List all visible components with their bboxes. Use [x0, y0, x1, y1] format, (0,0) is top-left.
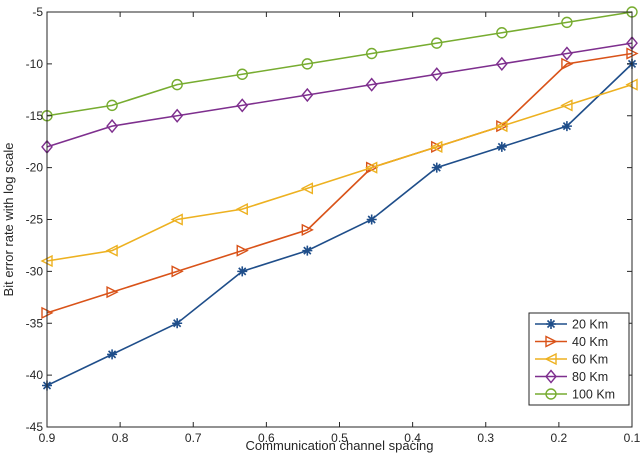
data-point: [171, 78, 183, 91]
data-point: [495, 119, 508, 133]
data-point: [106, 285, 119, 299]
data-point: [496, 27, 508, 39]
legend-item: 20 Km: [535, 318, 608, 332]
data-point: [431, 37, 443, 49]
series-line: [46, 52, 633, 314]
y-tick-label: -40: [26, 368, 44, 382]
legend-marker: [545, 388, 557, 400]
legend-marker: [544, 352, 557, 366]
legend-item: 80 Km: [535, 369, 608, 384]
y-tick-label: -30: [26, 264, 44, 278]
series-line: [46, 83, 633, 262]
x-axis-label: Communication channel spacing: [246, 438, 434, 453]
data-point: [366, 214, 377, 225]
legend-label: 100 Km: [572, 388, 615, 402]
data-point: [365, 47, 378, 60]
data-point: [106, 119, 118, 134]
x-tick-label: 0.5: [331, 431, 348, 445]
legend-label: 40 Km: [572, 335, 608, 349]
y-tick-label: -35: [26, 316, 44, 330]
series-line: [46, 11, 633, 117]
series-60-km: [40, 78, 638, 268]
series-line: [46, 63, 633, 387]
data-point: [301, 223, 314, 237]
x-tick-label: 0.3: [477, 431, 494, 445]
data-point: [105, 244, 118, 257]
x-tick-label: 0.4: [404, 431, 421, 445]
data-point: [236, 98, 249, 113]
data-point: [300, 182, 314, 195]
x-tick-label: 0.6: [258, 431, 275, 445]
y-tick-label: -10: [26, 57, 44, 71]
data-point: [236, 244, 249, 257]
y-tick-label: -20: [26, 161, 44, 175]
x-tick-label: 0.7: [185, 431, 202, 445]
data-point: [301, 87, 314, 103]
data-point: [236, 68, 248, 80]
legend-label: 80 Km: [572, 370, 608, 384]
data-point: [560, 99, 573, 112]
legend-item: 100 Km: [535, 388, 615, 402]
data-point: [431, 162, 442, 173]
data-point: [235, 202, 248, 216]
axis-ticks: 0.9 0.8 0.7 0.6 0.5 0.4 0.3 0.2 0.1 -45 -40 -35 -30 -…: [26, 5, 640, 445]
series-100-km: [41, 6, 638, 122]
legend-marker: [545, 335, 558, 348]
data-point: [106, 99, 118, 112]
legend-label: 20 Km: [572, 318, 608, 332]
series-40-km: [41, 47, 639, 320]
legend-label: 60 Km: [572, 353, 608, 367]
data-point: [302, 245, 313, 256]
series-line: [46, 42, 633, 148]
legend-item: 60 Km: [535, 353, 608, 367]
legend-marker: [545, 369, 557, 384]
data-point: [496, 141, 507, 152]
x-tick-label: 0.9: [39, 431, 56, 445]
y-tick-label: -5: [32, 5, 43, 19]
data-point: [561, 57, 574, 71]
data-point: [365, 77, 378, 92]
x-tick-label: 0.1: [624, 431, 640, 445]
legend-item: 40 Km: [535, 335, 608, 349]
x-tick-label: 0.8: [112, 431, 129, 445]
data-point: [430, 140, 443, 154]
data-point: [430, 67, 443, 82]
data-point: [170, 213, 183, 226]
data-point: [171, 265, 184, 278]
data-point: [561, 16, 573, 29]
data-point: [172, 318, 183, 329]
data-point: [495, 56, 508, 71]
y-axis-label: Bit error rate with log scale: [1, 143, 16, 297]
data-point: [237, 266, 248, 277]
data-point: [561, 46, 573, 61]
x-tick-label: 0.2: [551, 431, 568, 445]
series-80-km: [41, 36, 638, 154]
data-point: [107, 349, 118, 360]
legend-marker: [546, 319, 556, 329]
legend: 20 Km 40 Km 60 Km 80 Km 100 Km: [528, 312, 630, 406]
data-point: [561, 121, 572, 132]
data-point: [171, 108, 184, 123]
data-point: [301, 58, 314, 70]
y-tick-label: -15: [26, 109, 44, 123]
y-tick-label: -25: [26, 213, 44, 227]
y-tick-label: -45: [26, 420, 44, 434]
data-point: [365, 161, 378, 174]
